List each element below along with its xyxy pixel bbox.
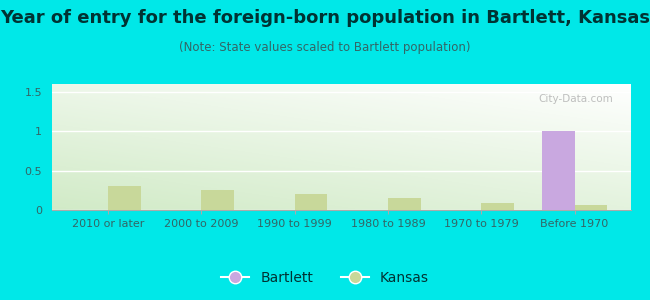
Bar [575,205,607,210]
Bar [388,198,421,210]
Text: City-Data.com: City-Data.com [538,94,613,104]
Bar [481,203,514,210]
Bar [294,194,327,210]
Text: Year of entry for the foreign-born population in Bartlett, Kansas: Year of entry for the foreign-born popul… [0,9,650,27]
Bar [542,131,575,210]
Legend: Bartlett, Kansas: Bartlett, Kansas [216,265,434,290]
Text: (Note: State values scaled to Bartlett population): (Note: State values scaled to Bartlett p… [179,40,471,53]
Bar [202,190,234,210]
Bar [108,186,140,210]
